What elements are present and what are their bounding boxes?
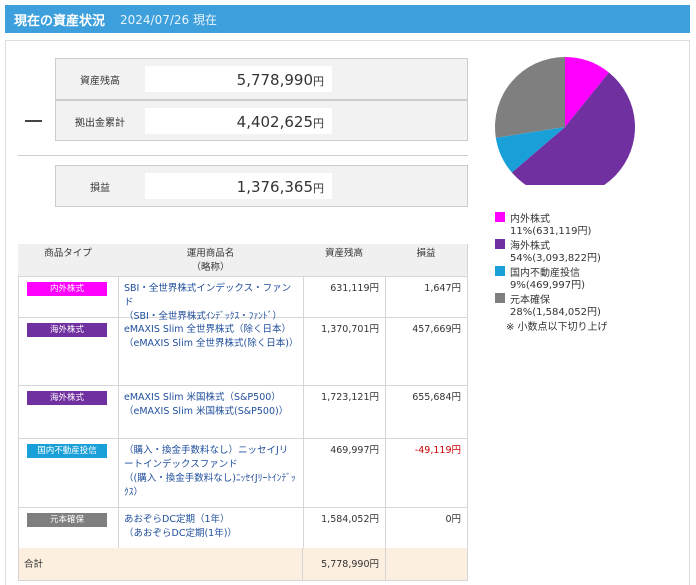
pie-chart	[495, 57, 635, 185]
summary-value: 5,778,990	[236, 71, 313, 89]
type-badge: 国内不動産投信	[27, 444, 107, 458]
header-title: 現在の資産状況	[14, 14, 106, 29]
column-header-text: 商品タイプ	[44, 248, 92, 259]
summary-value-box: 1,376,365円	[145, 173, 332, 199]
balance-cell: 469,997円	[303, 438, 386, 508]
column-header-text: 資産残高	[324, 248, 363, 259]
legend-value: 11%(631,119円)	[510, 226, 592, 237]
summary-value: 4,402,625	[236, 113, 313, 131]
total-balance: 5,778,990円	[303, 548, 386, 581]
summary-value-box: 5,778,990円	[145, 66, 332, 92]
summary-value: 1,376,365	[236, 178, 313, 196]
product-name: eMAXIS Slim 全世界株式（除く日本）	[124, 324, 291, 335]
balance-cell: 631,119円	[303, 276, 386, 318]
type-cell: 海外株式	[18, 385, 119, 439]
product-name: （eMAXIS Slim 米国株式(S&P500)）	[124, 406, 289, 417]
summary-unit: 円	[313, 117, 324, 130]
column-header: 商品タイプ	[18, 244, 119, 277]
product-name: あおぞらDC定期（1年）	[124, 514, 230, 525]
pl-cell: 1,647円	[385, 276, 468, 318]
column-header-text: 損益	[416, 248, 436, 259]
legend-swatch	[495, 239, 505, 249]
balance-cell: 1,584,052円	[303, 507, 386, 549]
legend-value: 9%(469,997円)	[510, 280, 586, 291]
name-cell: SBI・全世界株式インデックス・ファンド （SBI・全世界株式ｲﾝﾃﾞｯｸｽ・ﾌｧ…	[118, 276, 304, 322]
legend-note: ※ 小数点以下切り上げ	[506, 322, 608, 333]
legend-value: 54%(3,093,822円)	[510, 253, 601, 264]
header-date: 2024/07/26 現在	[120, 13, 217, 27]
product-name: SBI・全世界株式インデックス・ファンド	[124, 283, 292, 308]
pl-cell: 655,684円	[385, 385, 468, 439]
pl-cell: 0円	[385, 507, 468, 549]
name-cell: （購入・換金手数料なし）ニッセイJリートインデックスファンド （(購入・換金手数料…	[118, 438, 304, 508]
product-name: （あおぞらDC定期(1年)）	[124, 528, 237, 539]
pie-slice	[565, 57, 609, 127]
type-cell: 国内不動産投信	[18, 438, 119, 508]
pl-cell: 457,669円	[385, 317, 468, 386]
product-name: （SBI・全世界株式ｲﾝﾃﾞｯｸｽ・ﾌｧﾝﾄﾞ）	[124, 311, 282, 322]
product-name: （(購入・換金手数料なし)ﾆｯｾｲJﾘｰﾄｲﾝﾃﾞｯｸｽ）	[124, 473, 296, 498]
column-header: 運用商品名 （略称）	[118, 244, 304, 277]
legend-value: 28%(1,584,052円)	[510, 307, 601, 318]
summary-label: 損益	[90, 183, 110, 194]
product-name: （eMAXIS Slim 全世界株式(除く日本)）	[124, 338, 299, 349]
product-name: eMAXIS Slim 米国株式（S&P500）	[124, 392, 281, 403]
legend-swatch	[495, 293, 505, 303]
type-badge: 元本確保	[27, 513, 107, 527]
main-panel	[5, 40, 690, 585]
total-blank	[385, 548, 468, 581]
total-label: 合計	[18, 548, 303, 581]
type-badge: 海外株式	[27, 391, 107, 405]
separator	[18, 155, 468, 156]
type-badge: 内外株式	[27, 282, 107, 296]
product-name: （購入・換金手数料なし）ニッセイJリートインデックスファンド	[124, 445, 289, 470]
column-header: 資産残高	[303, 244, 386, 277]
type-cell: 内外株式	[18, 276, 119, 318]
summary-value-box: 4,402,625円	[145, 108, 332, 134]
column-header-text: 運用商品名	[186, 248, 235, 259]
minus-sign	[25, 120, 42, 122]
type-cell: 元本確保	[18, 507, 119, 549]
summary-label: 拠出金累計	[75, 118, 125, 129]
balance-cell: 1,723,121円	[303, 385, 386, 439]
name-cell: eMAXIS Slim 米国株式（S&P500） （eMAXIS Slim 米国株…	[118, 385, 304, 439]
legend-swatch	[495, 266, 505, 276]
legend-name: 内外株式	[510, 214, 550, 225]
pl-cell: -49,119円	[385, 438, 468, 508]
summary-unit: 円	[313, 182, 324, 195]
legend-swatch	[495, 212, 505, 222]
column-header-text: （略称）	[191, 262, 230, 273]
name-cell: あおぞらDC定期（1年） （あおぞらDC定期(1年)）	[118, 507, 304, 549]
type-cell: 海外株式	[18, 317, 119, 386]
pie-slice	[495, 57, 565, 138]
name-cell: eMAXIS Slim 全世界株式（除く日本） （eMAXIS Slim 全世界株…	[118, 317, 304, 386]
summary-label: 資産残高	[80, 76, 120, 87]
legend-name: 海外株式	[510, 241, 550, 252]
legend-name: 国内不動産投信	[510, 268, 580, 279]
total-row	[19, 548, 467, 581]
header-bar	[5, 5, 690, 33]
pie-slice	[495, 127, 565, 173]
pie-slice	[511, 72, 635, 185]
legend-name: 元本確保	[510, 295, 550, 306]
balance-cell: 1,370,701円	[303, 317, 386, 386]
type-badge: 海外株式	[27, 323, 107, 337]
summary-unit: 円	[313, 75, 324, 88]
column-header: 損益	[385, 244, 468, 277]
